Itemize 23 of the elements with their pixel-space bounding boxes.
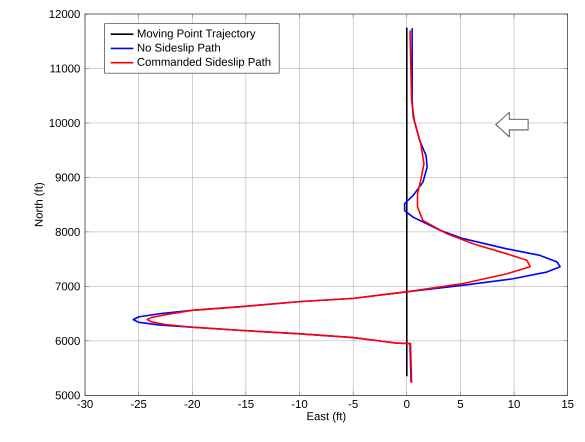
y-tick-label: 12000 (50, 10, 80, 18)
x-tick-label: -30 (77, 400, 93, 408)
legend-label: Commanded Sideslip Path (138, 57, 270, 68)
legend-label: Moving Point Trajectory (138, 28, 256, 40)
x-tick-label: 0 (404, 400, 410, 408)
x-tick-label: -10 (292, 400, 308, 408)
x-tick-label: -15 (238, 400, 254, 408)
y-tick-label: 10000 (50, 118, 80, 127)
x-tick-label: -5 (348, 400, 358, 408)
x-tick-label: 15 (562, 400, 574, 408)
y-tick-label: 5000 (56, 391, 80, 400)
legend-label: No Sideslip Path (138, 43, 220, 54)
x-tick-label: 10 (508, 400, 520, 408)
y-tick-label: 11000 (50, 64, 80, 72)
x-tick-label: -25 (130, 400, 146, 408)
y-axis-title: North (ft) (34, 182, 45, 226)
x-tick-label: -20 (184, 400, 200, 408)
y-tick-label: 6000 (56, 336, 80, 345)
x-axis-title: East (ft) (307, 412, 346, 422)
y-tick-label: 8000 (56, 228, 80, 236)
y-tick-label: 9000 (56, 173, 80, 182)
y-tick-label: 7000 (56, 282, 80, 290)
x-tick-label: 5 (458, 400, 464, 408)
